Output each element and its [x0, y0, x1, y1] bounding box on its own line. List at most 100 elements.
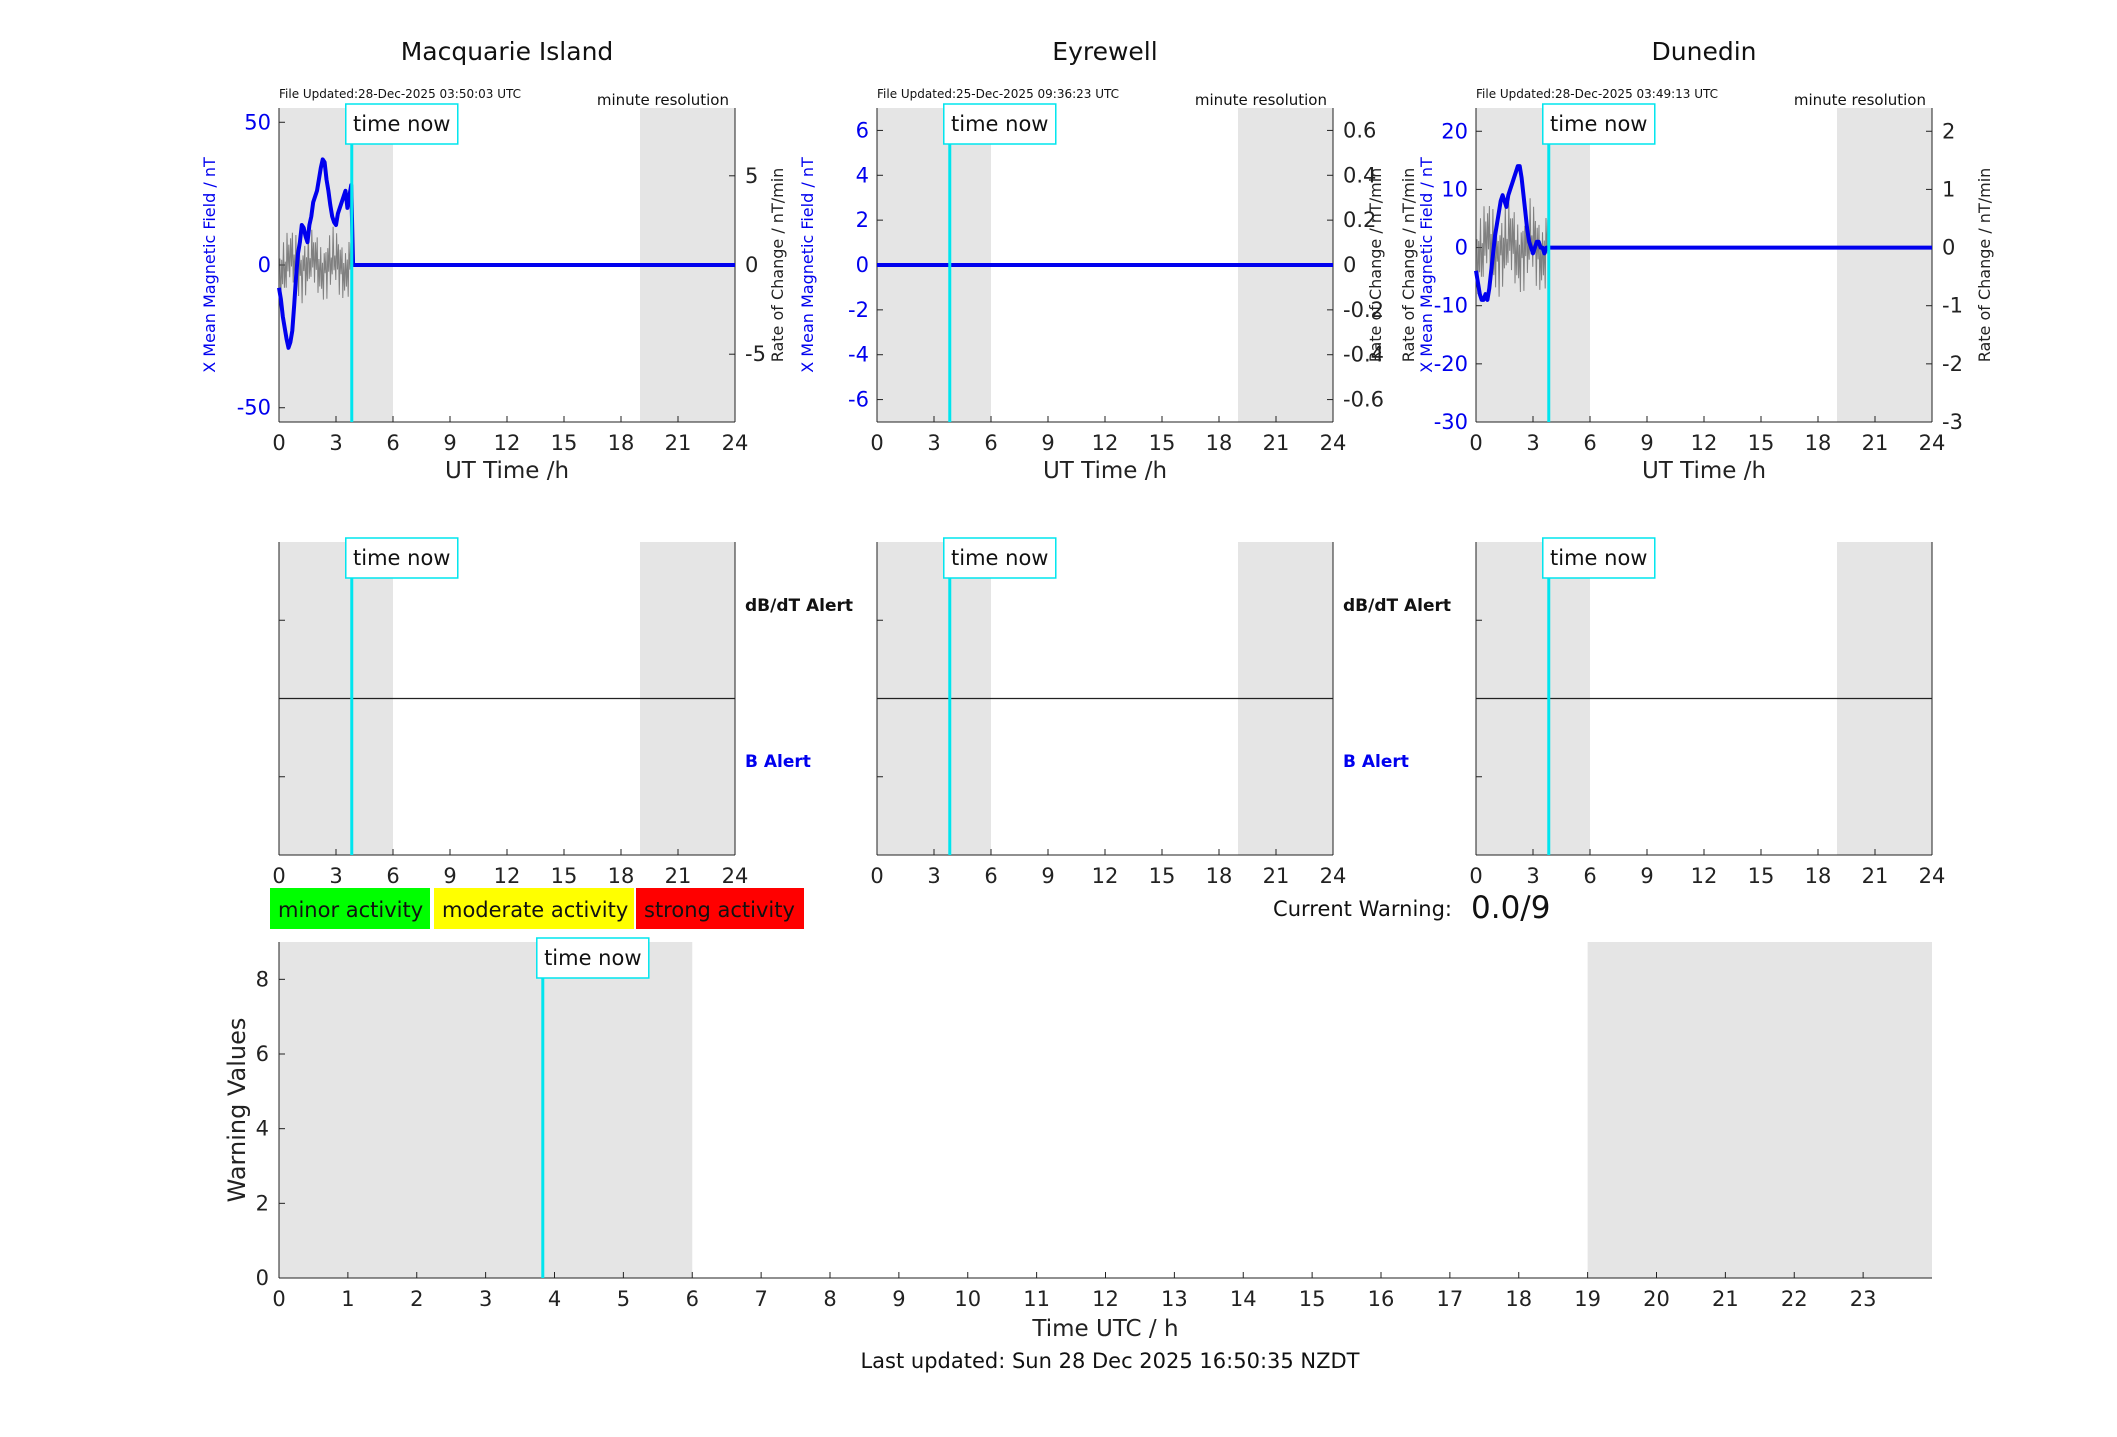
x-tick-label: 12: [494, 864, 521, 888]
y-tick-label: 10: [1441, 177, 1468, 201]
x-tick-label: 21: [1862, 864, 1889, 888]
panel-title: Macquarie Island: [401, 37, 614, 66]
time-now-label: time now: [544, 946, 641, 970]
x-tick-label: 7: [754, 1287, 767, 1311]
time-now-box: [1542, 103, 1656, 145]
x-tick-label: 21: [1263, 431, 1290, 455]
panel-4: 0 3 6 9 12 15 18 21 24 dB/dT Alert B Alert time now: [272, 537, 853, 888]
y2-tick-label: 0.4: [1343, 163, 1376, 187]
x-tick-label: 9: [1041, 864, 1054, 888]
x-tick-label: 15: [1748, 864, 1775, 888]
y-axis-label: X Mean Magnetic Field / nT: [200, 157, 219, 373]
activity-swatch: [434, 888, 634, 929]
x-tick-label: 18: [1206, 431, 1233, 455]
x-tick-label: 22: [1781, 1287, 1808, 1311]
x-tick-label: 2: [410, 1287, 423, 1311]
x-tick-label: 15: [1299, 1287, 1326, 1311]
dbdt-alert-label: dB/dT Alert: [745, 596, 853, 616]
time-now-box: [943, 103, 1057, 145]
magnetic-field-line: [277, 157, 735, 350]
y-axis-label: X Mean Magnetic Field / nT: [798, 157, 817, 373]
x-tick-label: 21: [665, 864, 692, 888]
y-tick-label: -30: [1434, 410, 1468, 434]
x-tick-label: 12: [1092, 431, 1119, 455]
x-tick-label: 18: [608, 431, 635, 455]
x-tick-label: 9: [443, 864, 456, 888]
y2-tick-label: -0.4: [1343, 343, 1384, 367]
x-tick-label: 4: [548, 1287, 561, 1311]
x-tick-label: 15: [1149, 864, 1176, 888]
x-tick-label: 6: [386, 431, 399, 455]
x-tick-label: 14: [1230, 1287, 1257, 1311]
y-tick-label: 2: [856, 208, 869, 232]
y-tick-label: 8: [256, 967, 269, 991]
x-tick-label: 10: [954, 1287, 981, 1311]
time-now-label: time now: [951, 546, 1048, 570]
footer-last-updated: Last updated: Sun 28 Dec 2025 16:50:35 N…: [860, 1349, 1359, 1373]
x-tick-label: 3: [329, 431, 342, 455]
x-tick-label: 3: [927, 864, 940, 888]
resolution-text: minute resolution: [597, 91, 729, 109]
y-tick-label: -20: [1434, 352, 1468, 376]
x-tick-label: 17: [1437, 1287, 1464, 1311]
x-axis-label: UT Time /h: [1642, 458, 1766, 484]
y-tick-label: 6: [256, 1042, 269, 1066]
y2-tick-label: 0.2: [1343, 208, 1376, 232]
x-tick-label: 18: [1805, 431, 1832, 455]
x-tick-label: 15: [1149, 431, 1176, 455]
y-tick-label: 4: [256, 1117, 269, 1141]
file-updated-text: File Updated:28-Dec-2025 03:49:13 UTC: [1476, 87, 1718, 101]
x-tick-label: 16: [1368, 1287, 1395, 1311]
panel-1: 0 3 6 9 12 15 18 21 24 UT Time /h Macquarie Island…: [200, 37, 787, 484]
y-tick-label: 0: [258, 253, 271, 277]
y2-tick-label: 0: [745, 253, 758, 277]
b-alert-label: B Alert: [1343, 752, 1409, 772]
time-now-box: [1542, 537, 1656, 579]
y-tick-label: 4: [856, 163, 869, 187]
night-shade: [279, 942, 693, 1278]
x-tick-label: 3: [1526, 864, 1539, 888]
x-tick-label: 9: [1640, 431, 1653, 455]
x-tick-label: 12: [1092, 864, 1119, 888]
resolution-text: minute resolution: [1195, 91, 1327, 109]
x-tick-label: 21: [1263, 864, 1290, 888]
x-tick-label: 24: [722, 431, 749, 455]
x-tick-label: 13: [1161, 1287, 1188, 1311]
x-tick-label: 0: [272, 431, 285, 455]
x-tick-label: 9: [443, 431, 456, 455]
y-tick-label: -10: [1434, 294, 1468, 318]
x-tick-label: 15: [1748, 431, 1775, 455]
x-tick-label: 3: [329, 864, 342, 888]
y-tick-label: 20: [1441, 119, 1468, 143]
y2-axis-label: Rate of Change / nT/min: [1975, 168, 1994, 363]
x-tick-label: 21: [1712, 1287, 1739, 1311]
y-tick-label: -4: [848, 343, 869, 367]
y-tick-label: -6: [848, 388, 869, 412]
x-tick-label: 9: [1640, 864, 1653, 888]
x-tick-label: 18: [1805, 864, 1832, 888]
activity-label: strong activity: [644, 898, 795, 922]
y2-tick-label: -0.2: [1343, 298, 1384, 322]
file-updated-text: File Updated:28-Dec-2025 03:50:03 UTC: [279, 87, 521, 101]
y-tick-label: 0: [856, 253, 869, 277]
x-tick-label: 11: [1023, 1287, 1050, 1311]
time-now-box: [345, 103, 459, 145]
time-now-label: time now: [1550, 546, 1647, 570]
current-warning-value: 0.0/9: [1471, 890, 1550, 926]
y2-tick-label: 5: [745, 164, 758, 188]
y-tick-label: 50: [244, 110, 271, 134]
y-tick-label: 6: [856, 118, 869, 142]
y2-tick-label: -2: [1942, 352, 1963, 376]
x-tick-label: 18: [1505, 1287, 1532, 1311]
activity-label: moderate activity: [442, 898, 628, 922]
activity-swatch: [636, 888, 804, 929]
time-now-label: time now: [353, 112, 450, 136]
y2-tick-label: 0.6: [1343, 118, 1376, 142]
activity-legend: minor activity moderate activity strong ac…: [270, 888, 804, 929]
x-tick-label: 15: [551, 431, 578, 455]
x-tick-label: 5: [617, 1287, 630, 1311]
y-tick-label: 2: [256, 1191, 269, 1215]
y-tick-label: -50: [237, 396, 271, 420]
x-tick-label: 21: [665, 431, 692, 455]
y-tick-label: 0: [256, 1266, 269, 1290]
